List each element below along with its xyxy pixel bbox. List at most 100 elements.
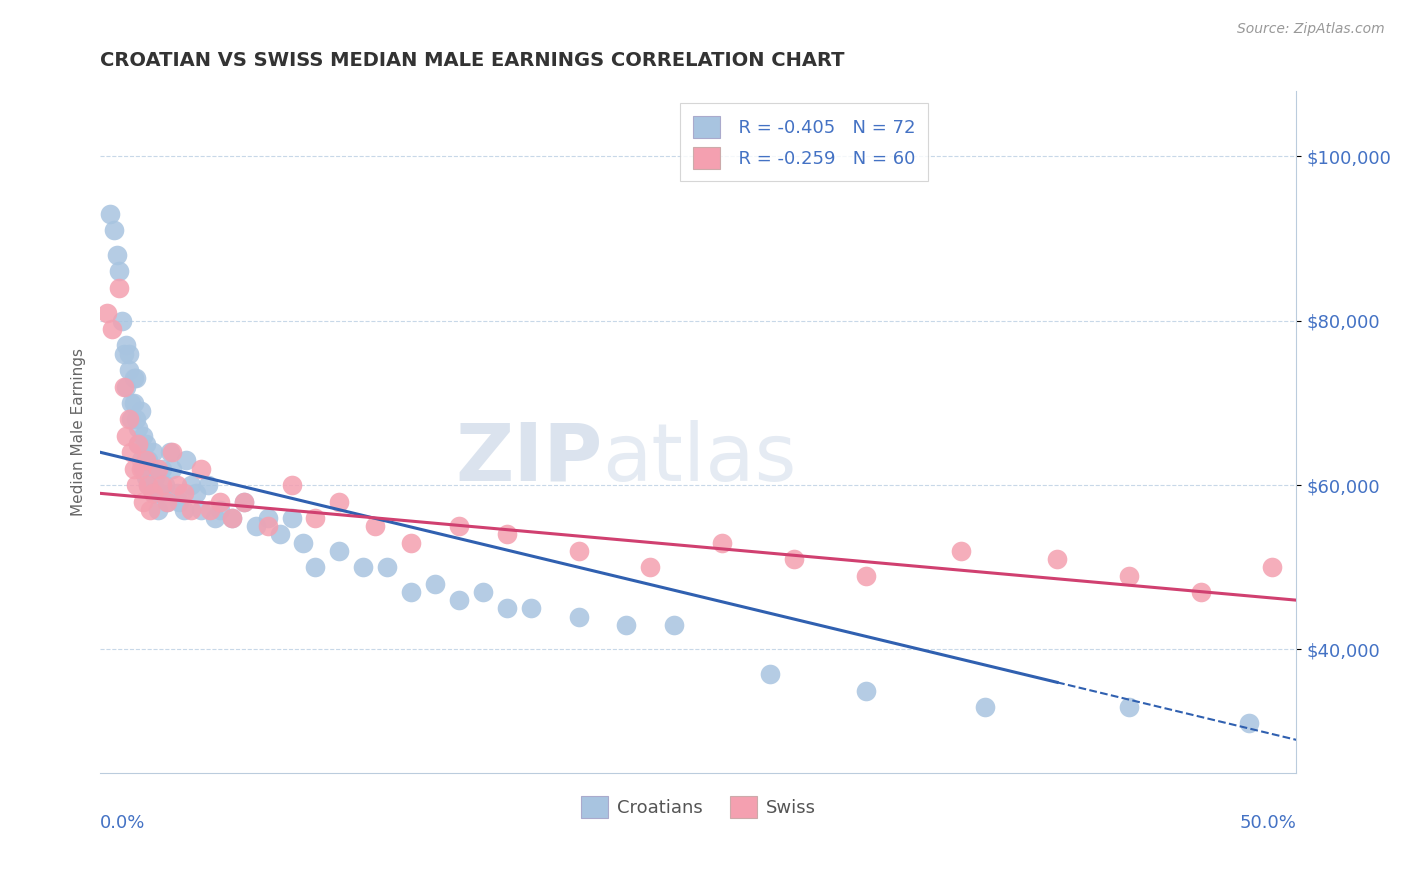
Text: atlas: atlas [603, 420, 797, 498]
Point [125, 371, 148, 385]
Point [197, 478, 219, 492]
Point [156, 494, 179, 508]
Point [208, 494, 231, 508]
Point [101, 322, 124, 336]
Point [112, 346, 135, 360]
Point [269, 527, 291, 541]
Point [364, 519, 387, 533]
Point [115, 429, 138, 443]
Point [142, 486, 165, 500]
Point [96, 305, 118, 319]
Point [174, 453, 197, 467]
Point [135, 437, 157, 451]
Point [664, 617, 686, 632]
Point [568, 544, 591, 558]
Point [153, 478, 176, 492]
Point [122, 461, 145, 475]
Point [1261, 560, 1284, 574]
Point [180, 478, 202, 492]
Point [304, 511, 326, 525]
Point [184, 486, 207, 500]
Point [105, 248, 128, 262]
Point [173, 502, 195, 516]
Point [471, 585, 494, 599]
Point [122, 371, 145, 385]
Point [136, 453, 159, 467]
Point [423, 576, 446, 591]
Point [166, 486, 188, 500]
Point [495, 527, 517, 541]
Point [1189, 585, 1212, 599]
Point [156, 494, 179, 508]
Text: ZIP: ZIP [456, 420, 603, 498]
Text: 50.0%: 50.0% [1240, 814, 1296, 832]
Point [221, 511, 243, 525]
Legend: Croatians, Swiss: Croatians, Swiss [574, 789, 823, 825]
Point [198, 502, 221, 516]
Point [640, 560, 662, 574]
Point [1046, 552, 1069, 566]
Point [136, 478, 159, 492]
Point [98, 207, 121, 221]
Point [108, 264, 131, 278]
Point [127, 420, 149, 434]
Text: Source: ZipAtlas.com: Source: ZipAtlas.com [1237, 22, 1385, 37]
Point [159, 445, 181, 459]
Point [129, 461, 152, 475]
Point [146, 461, 169, 475]
Point [328, 544, 350, 558]
Point [328, 494, 350, 508]
Text: 0.0%: 0.0% [100, 814, 145, 832]
Point [950, 544, 973, 558]
Point [711, 535, 734, 549]
Point [292, 535, 315, 549]
Point [280, 511, 302, 525]
Point [143, 470, 166, 484]
Point [1118, 568, 1140, 582]
Text: CROATIAN VS SWISS MEDIAN MALE EARNINGS CORRELATION CHART: CROATIAN VS SWISS MEDIAN MALE EARNINGS C… [100, 51, 845, 70]
Point [127, 437, 149, 451]
Point [280, 478, 302, 492]
Point [759, 667, 782, 681]
Point [495, 601, 517, 615]
Y-axis label: Median Male Earnings: Median Male Earnings [72, 348, 86, 516]
Point [568, 609, 591, 624]
Point [111, 314, 134, 328]
Point [520, 601, 543, 615]
Point [167, 494, 190, 508]
Point [616, 617, 638, 632]
Point [132, 494, 155, 508]
Point [974, 700, 997, 714]
Point [180, 502, 202, 516]
Point [129, 453, 152, 467]
Point [190, 461, 212, 475]
Point [115, 379, 138, 393]
Point [122, 396, 145, 410]
Point [108, 281, 131, 295]
Point [150, 478, 173, 492]
Point [352, 560, 374, 574]
Point [129, 404, 152, 418]
Point [139, 502, 162, 516]
Point [204, 511, 226, 525]
Point [118, 346, 141, 360]
Point [160, 461, 183, 475]
Point [103, 223, 125, 237]
Point [135, 453, 157, 467]
Point [125, 412, 148, 426]
Point [447, 519, 470, 533]
Point [166, 478, 188, 492]
Point [125, 478, 148, 492]
Point [1237, 716, 1260, 731]
Point [375, 560, 398, 574]
Point [132, 429, 155, 443]
Point [120, 396, 142, 410]
Point [855, 683, 877, 698]
Point [221, 511, 243, 525]
Point [447, 593, 470, 607]
Point [256, 511, 278, 525]
Point [142, 486, 165, 500]
Point [256, 519, 278, 533]
Point [173, 486, 195, 500]
Point [232, 494, 254, 508]
